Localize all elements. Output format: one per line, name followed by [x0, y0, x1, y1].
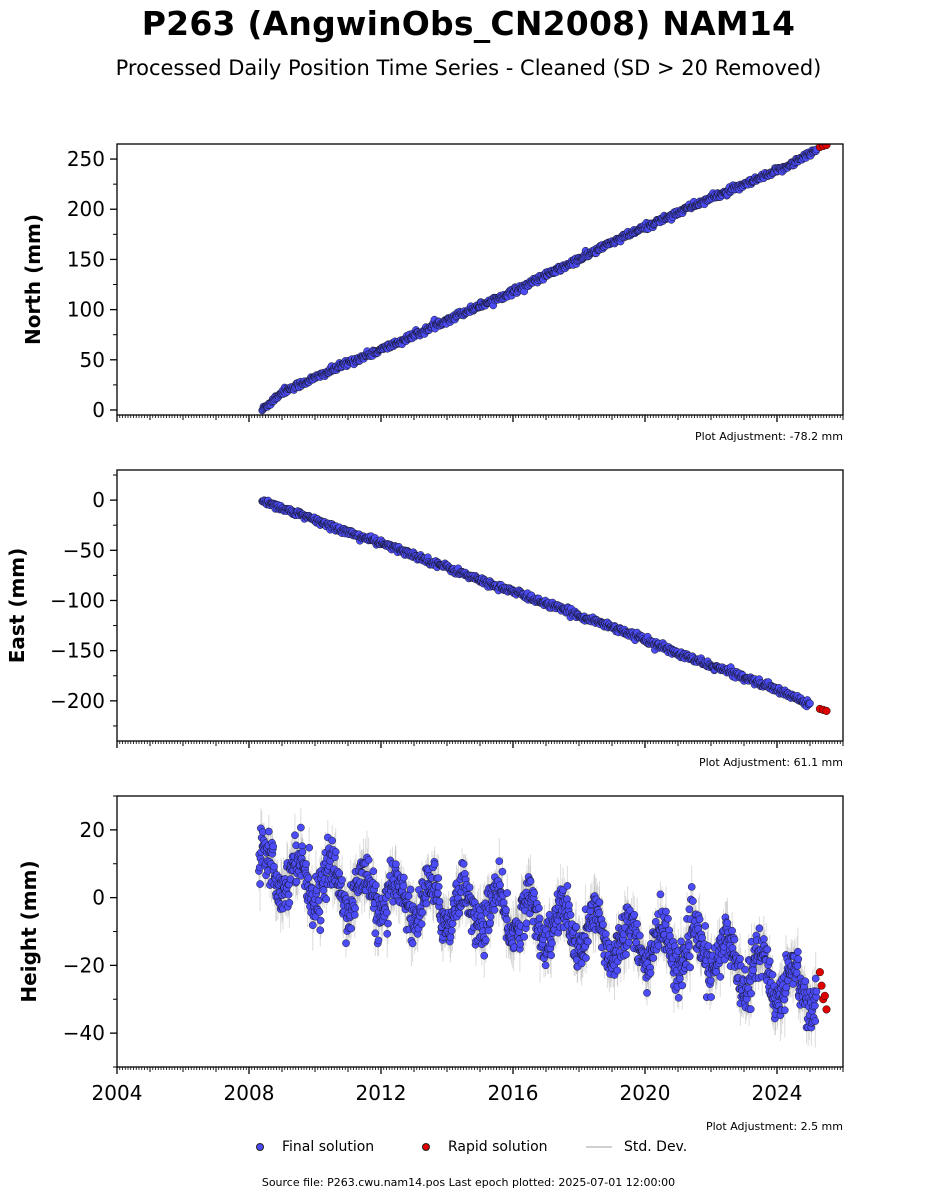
rapid-solution-point	[822, 144, 831, 150]
panel-1: 0 50 100 150 200 250 North (mm) Plot Adjustment…	[21, 143, 844, 443]
y-tick-label: −200	[50, 689, 105, 713]
y-tick-label: 150	[67, 247, 105, 271]
axes-frame	[116, 469, 844, 742]
rapid-solution-point	[822, 706, 831, 715]
y-tick-label: 100	[67, 298, 105, 322]
plot-adjustment: Plot Adjustment: 61.1 mm	[699, 756, 843, 769]
y-tick-label: −50	[63, 538, 105, 562]
y-axis-label: North (mm)	[21, 214, 45, 345]
data-layer	[258, 144, 831, 415]
data-layer	[255, 807, 831, 1048]
y-tick-label: 50	[80, 348, 105, 372]
data-layer	[258, 496, 831, 715]
chart-subtitle: Processed Daily Position Time Series - C…	[115, 56, 822, 80]
panel-2: 0 −50 −100 −150 −200 East (mm) Plot Adjustment…	[5, 469, 844, 769]
y-tick-label: 200	[67, 197, 105, 221]
final-solution-point	[806, 699, 814, 708]
y-tick-label: −100	[50, 588, 105, 612]
chart-title: P263 (AngwinObs_CN2008) NAM14	[141, 4, 796, 43]
y-tick-label: 0	[92, 398, 105, 422]
y-tick-label: −150	[50, 639, 105, 663]
y-axis-label: East (mm)	[5, 548, 29, 664]
plot-adjustment: Plot Adjustment: -78.2 mm	[695, 430, 843, 443]
y-tick-label: 250	[67, 147, 105, 171]
y-tick-label: 0	[92, 488, 105, 512]
